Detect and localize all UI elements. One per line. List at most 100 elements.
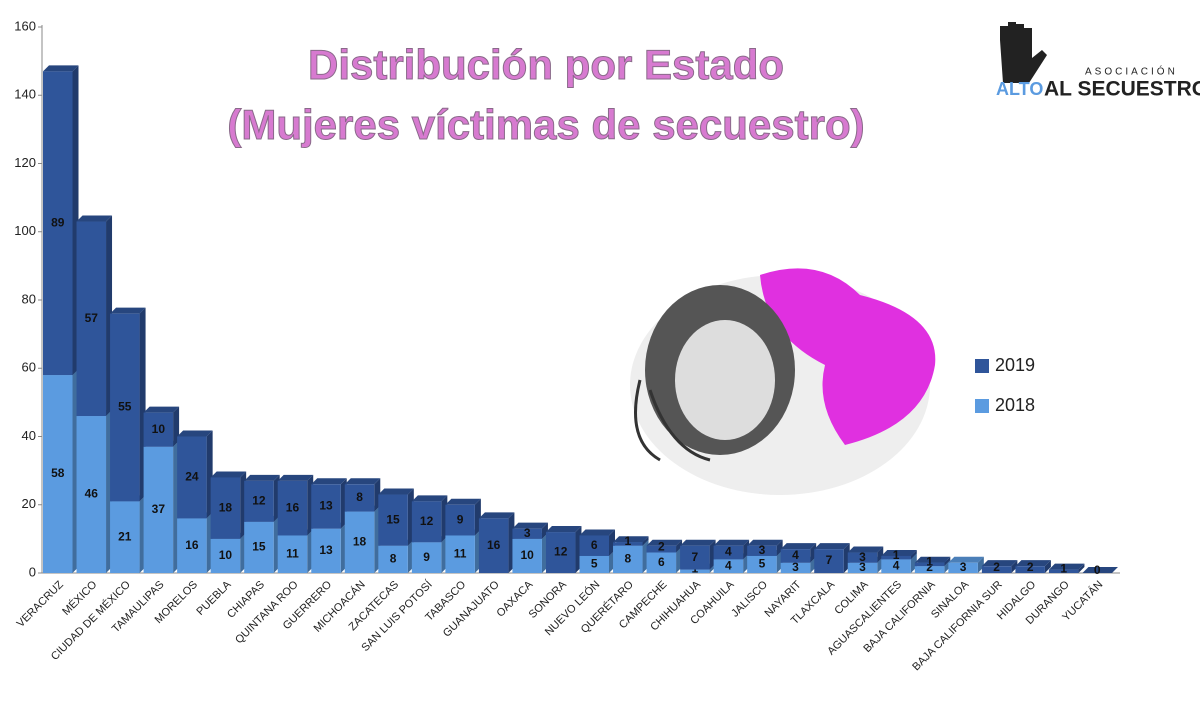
value-label: 89 xyxy=(51,215,65,229)
bar xyxy=(277,480,308,536)
value-label: 3 xyxy=(859,550,866,564)
value-label: 6 xyxy=(658,555,665,569)
logo-top: ASOCIACIÓN xyxy=(1085,65,1178,78)
value-label: 2 xyxy=(1027,560,1034,574)
bar-side xyxy=(1011,560,1018,573)
bar xyxy=(478,518,509,573)
bar xyxy=(244,521,274,573)
legend-label: 2019 xyxy=(995,355,1035,375)
bar xyxy=(76,221,107,417)
y-tick-label: 160 xyxy=(14,18,36,33)
value-label: 21 xyxy=(118,529,132,543)
bar xyxy=(43,71,73,376)
bar xyxy=(1015,566,1045,573)
bar xyxy=(210,477,241,539)
value-label: 3 xyxy=(960,560,967,574)
bar-top xyxy=(143,406,180,413)
value-label: 4 xyxy=(725,545,732,559)
bar xyxy=(210,538,241,573)
bar xyxy=(881,559,911,573)
y-tick-label: 80 xyxy=(22,291,36,306)
bar-side xyxy=(642,536,649,546)
bar xyxy=(780,549,811,563)
y-tick-label: 60 xyxy=(22,360,36,375)
value-label: 12 xyxy=(252,494,266,508)
bar xyxy=(344,484,375,512)
value-label: 7 xyxy=(826,553,833,567)
bar xyxy=(713,559,744,573)
bar xyxy=(579,535,610,556)
bar-side xyxy=(1044,560,1051,573)
value-label: 13 xyxy=(319,543,333,557)
bar-top xyxy=(847,546,884,553)
bar xyxy=(177,436,207,519)
bar-top xyxy=(277,474,314,481)
logo: ASOCIACIÓN ALTO AL SECUESTRO xyxy=(996,22,1200,101)
bar xyxy=(1048,569,1079,573)
value-label: 10 xyxy=(219,548,233,562)
bar xyxy=(311,528,341,573)
bar xyxy=(579,555,610,573)
bar xyxy=(512,528,542,539)
value-label: 9 xyxy=(457,512,464,526)
bar-side xyxy=(977,556,984,573)
value-label: 1 xyxy=(893,548,900,562)
bar xyxy=(847,562,878,573)
x-tick-label: VERACRUZ xyxy=(15,578,66,629)
y-tick-label: 140 xyxy=(14,87,36,102)
bar-top xyxy=(43,65,79,72)
bar xyxy=(378,494,408,546)
bar xyxy=(177,518,207,573)
bar xyxy=(378,545,408,573)
bar-top xyxy=(814,543,850,550)
bar xyxy=(680,545,710,570)
bar-top xyxy=(579,529,616,536)
bar xyxy=(881,555,911,560)
value-label: 16 xyxy=(185,538,199,552)
bar-top xyxy=(478,512,515,519)
value-label: 24 xyxy=(185,470,199,484)
y-tick-label: 40 xyxy=(22,428,36,443)
bar-top xyxy=(411,495,448,502)
bar xyxy=(780,562,811,573)
bar-top xyxy=(512,522,548,529)
bar-top xyxy=(177,430,213,437)
bar-top xyxy=(445,498,481,505)
value-label: 0 xyxy=(1094,563,1101,577)
value-label: 15 xyxy=(252,540,266,554)
value-label: 4 xyxy=(893,558,900,572)
bar xyxy=(43,375,73,573)
value-label: 13 xyxy=(319,499,333,513)
bar xyxy=(110,313,140,502)
logo-hand xyxy=(1000,22,1047,83)
illustration-face xyxy=(675,320,775,440)
y-tick-label: 20 xyxy=(22,496,36,511)
bar-top xyxy=(914,556,951,563)
bar xyxy=(981,566,1012,573)
value-label: 57 xyxy=(85,311,99,325)
value-label: 15 xyxy=(386,512,400,526)
value-label: 2 xyxy=(658,539,665,553)
chart-subtitle: (Mujeres víctimas de secuestro) xyxy=(227,101,864,148)
bar xyxy=(244,480,274,522)
y-tick-label: 0 xyxy=(29,564,36,579)
value-label: 11 xyxy=(454,546,467,560)
bar xyxy=(680,569,710,573)
bar xyxy=(814,549,844,573)
bar xyxy=(713,545,744,560)
bar-top xyxy=(344,478,381,485)
value-label: 3 xyxy=(524,526,531,540)
bar xyxy=(311,484,341,529)
value-label: 18 xyxy=(353,534,367,548)
value-label: 5 xyxy=(591,557,598,571)
bar xyxy=(344,511,375,573)
bar-top xyxy=(378,488,414,495)
bar-top xyxy=(1048,563,1085,570)
value-label: 1 xyxy=(1060,561,1067,575)
bar-top xyxy=(1015,560,1051,567)
bar xyxy=(914,562,945,567)
value-label: 12 xyxy=(420,514,434,528)
bar-top xyxy=(948,556,984,563)
bar xyxy=(445,504,475,536)
